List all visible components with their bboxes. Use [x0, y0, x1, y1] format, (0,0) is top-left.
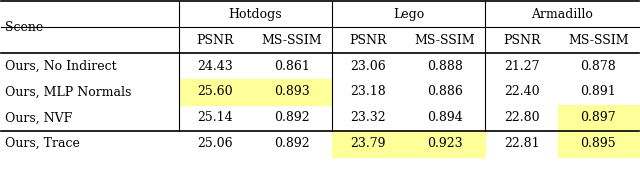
Text: 22.81: 22.81: [504, 137, 540, 150]
Text: 0.888: 0.888: [427, 60, 463, 73]
Text: Hotdogs: Hotdogs: [228, 8, 282, 21]
Text: 25.06: 25.06: [197, 137, 233, 150]
Text: 23.32: 23.32: [351, 111, 386, 124]
Bar: [404, 131, 485, 157]
Bar: [558, 131, 639, 157]
Text: 23.79: 23.79: [351, 137, 386, 150]
Text: 0.923: 0.923: [428, 137, 463, 150]
Text: 0.878: 0.878: [580, 60, 616, 73]
Text: Ours, MLP Normals: Ours, MLP Normals: [4, 86, 131, 98]
Text: MS-SSIM: MS-SSIM: [262, 34, 322, 47]
Text: 0.897: 0.897: [580, 111, 616, 124]
Text: 21.27: 21.27: [504, 60, 540, 73]
Text: 22.80: 22.80: [504, 111, 540, 124]
Text: 25.60: 25.60: [197, 86, 233, 98]
Text: Ours, Trace: Ours, Trace: [4, 137, 79, 150]
Text: MS-SSIM: MS-SSIM: [415, 34, 476, 47]
Text: 0.895: 0.895: [580, 137, 616, 150]
Text: PSNR: PSNR: [349, 34, 387, 47]
Text: 0.891: 0.891: [580, 86, 616, 98]
Text: Ours, NVF: Ours, NVF: [4, 111, 72, 124]
Text: 0.886: 0.886: [427, 86, 463, 98]
Bar: [558, 105, 639, 131]
Text: 25.14: 25.14: [197, 111, 233, 124]
Text: Lego: Lego: [393, 8, 424, 21]
Text: 0.892: 0.892: [274, 111, 310, 124]
Text: Scene: Scene: [4, 21, 43, 34]
Text: 23.18: 23.18: [351, 86, 387, 98]
Text: 0.894: 0.894: [427, 111, 463, 124]
Text: PSNR: PSNR: [196, 34, 234, 47]
Bar: [332, 131, 404, 157]
Text: 23.06: 23.06: [351, 60, 387, 73]
Text: Ours, No Indirect: Ours, No Indirect: [4, 60, 116, 73]
Text: 22.40: 22.40: [504, 86, 540, 98]
Text: 0.861: 0.861: [274, 60, 310, 73]
Bar: [179, 79, 252, 105]
Text: PSNR: PSNR: [503, 34, 540, 47]
Text: Armadillo: Armadillo: [531, 8, 593, 21]
Text: 0.892: 0.892: [274, 137, 310, 150]
Bar: [252, 79, 332, 105]
Text: MS-SSIM: MS-SSIM: [568, 34, 628, 47]
Text: 0.893: 0.893: [274, 86, 310, 98]
Text: 24.43: 24.43: [197, 60, 233, 73]
